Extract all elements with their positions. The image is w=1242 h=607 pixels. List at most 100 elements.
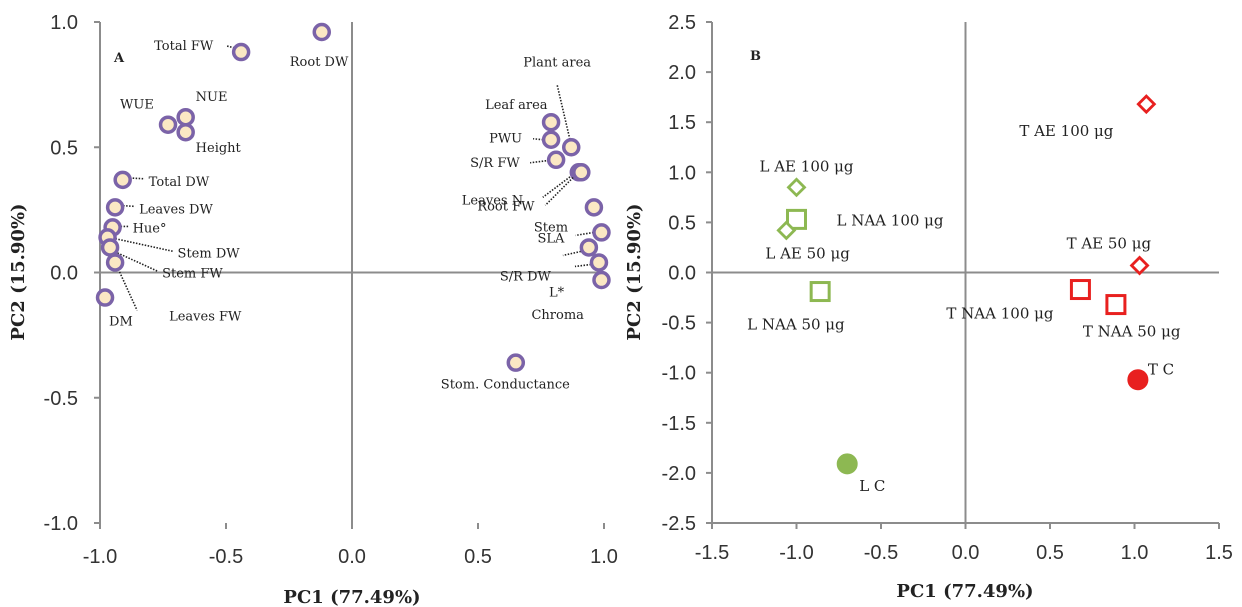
y-tick-label: 0.5 [50,137,78,159]
point-label: PWU [489,132,522,147]
point-label: Stem FW [162,266,223,281]
y-tick-label: 0.0 [668,263,696,285]
point-label: Stom. Conductance [441,378,570,393]
loading-point [579,238,599,257]
panel-label: B [750,49,761,64]
point-label: Stem DW [178,246,241,261]
score-point-circle [836,453,858,475]
loading-point [105,198,125,217]
point-label: Leaf area [485,98,548,113]
loading-point [176,107,195,127]
loading-point [541,112,561,132]
point-label: Leaves FW [169,309,242,324]
y-tick-label: 2.5 [668,12,696,34]
point-label: L C [859,477,885,495]
loading-point [592,223,611,242]
point-label: Chroma [531,308,584,323]
x-axis-title: PC1 (77.49%) [896,581,1033,602]
point-label: Hue° [133,221,167,236]
point-label: T AE 100 μg [1019,122,1113,140]
loading-point [589,253,609,272]
leader-line [574,263,592,268]
y-tick-label: -0.5 [44,388,78,410]
x-axis-title: PC1 (77.49%) [283,587,420,607]
loading-point [95,288,115,307]
y-tick-label: -2.0 [662,463,696,485]
loading-point [546,150,566,170]
point-label: NUE [196,90,228,105]
loading-point [100,238,120,257]
y-tick-label: 0.5 [668,212,696,234]
panel-a-loadings-plot: 1.0 0.5 0.0 -0.5 -1.0-1.0 -0.5 0.0 0.5 1.0 A PC1 (… [8,12,618,607]
loading-point [506,353,526,372]
x-tick-label: 0.0 [952,542,980,564]
y-tick-label: -1.0 [662,363,696,385]
point-label: S/R FW [470,156,520,171]
point-label: T AE 50 μg [1067,234,1152,252]
x-tick-label: 0.0 [338,546,366,568]
point-label: L AE 50 μg [765,244,850,262]
loading-point [584,198,604,217]
loading-point [231,42,251,62]
panel-label: A [113,51,125,66]
score-point-square [1105,294,1127,316]
point-label: DM [109,315,133,330]
loading-point [113,170,132,190]
y-tick-label: 1.5 [668,112,696,134]
leader-line [116,266,138,311]
loading-point [176,122,195,142]
point-label: T NAA 50 μg [1083,323,1181,341]
point-label: Stem [534,220,568,235]
leader-line [556,85,573,146]
score-point-square [1069,279,1091,301]
loading-point [312,22,332,42]
score-point-square [809,281,831,303]
y-axis-title: PC2 (15.90%) [8,203,29,340]
leader-line [111,249,159,273]
point-label: Height [196,141,242,156]
score-point-square [786,208,807,230]
y-tick-label: 1.0 [668,162,696,184]
loading-point [158,115,178,134]
x-tick-label: -1.5 [695,542,729,564]
x-tick-label: 0.5 [1036,542,1064,564]
point-label: Leaves DW [139,202,213,217]
leader-line [530,159,547,164]
y-tick-label: -1.0 [44,513,78,535]
y-tick-label: -2.5 [662,513,696,535]
score-point-diamond [776,220,797,241]
point-label: L NAA 100 μg [837,211,944,229]
x-tick-label: -0.5 [209,546,243,568]
x-tick-label: -0.5 [864,542,898,564]
y-tick-label: -0.5 [662,313,696,335]
loading-point [572,163,591,182]
point-label: Plant area [523,55,591,70]
point-label: L* [549,285,565,300]
leader-line [533,137,544,141]
y-axis-title: PC2 (15.90%) [624,203,645,340]
point-label: Root DW [290,55,349,70]
point-label: SLA [537,231,565,246]
loading-point [105,253,125,272]
point-label: Root FW [477,199,535,214]
score-point-diamond [786,177,807,198]
x-tick-label: 0.5 [464,546,492,568]
leader-line [575,231,594,237]
y-tick-label: -1.5 [662,413,696,435]
point-label: Total FW [154,39,214,54]
x-tick-label: 1.5 [1205,542,1233,564]
point-label: S/R DW [500,269,552,284]
point-label: L AE 100 μg [760,157,854,175]
point-label: WUE [120,98,154,113]
leader-line [562,250,582,257]
y-tick-label: 1.0 [50,12,78,34]
score-point-diamond [1136,94,1157,115]
score-point-diamond [1129,255,1150,276]
leader-line [109,236,174,253]
point-label: T NAA 100 μg [946,305,1053,323]
point-label: T C [1148,361,1174,379]
y-tick-label: 2.0 [668,62,696,84]
point-label: L NAA 50 μg [747,316,845,334]
loading-point [592,270,611,290]
